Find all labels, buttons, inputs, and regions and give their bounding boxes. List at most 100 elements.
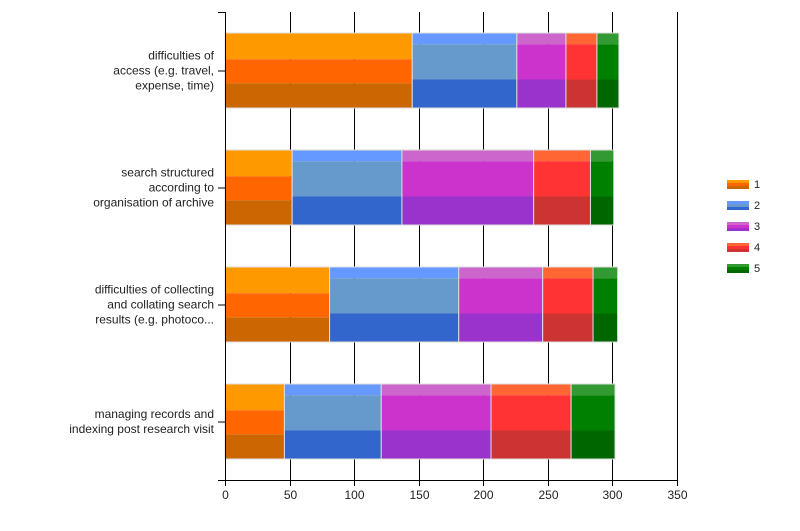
bar-shade bbox=[458, 267, 543, 279]
legend-swatch bbox=[727, 249, 749, 252]
bar-shade bbox=[571, 395, 616, 431]
bar-segment-series-2[interactable] bbox=[283, 383, 382, 460]
x-tick-label: 200 bbox=[473, 488, 493, 502]
legend-item-2[interactable]: 2 bbox=[727, 200, 760, 212]
x-tick-label: 50 bbox=[284, 488, 298, 502]
bar-segment-series-2[interactable] bbox=[291, 149, 403, 226]
legend-swatch bbox=[727, 225, 749, 228]
legend-swatch bbox=[727, 267, 749, 270]
bar-shade bbox=[458, 278, 543, 314]
bar-shade bbox=[381, 395, 492, 431]
bar-shade bbox=[542, 278, 594, 314]
bar-shade bbox=[491, 384, 572, 396]
bar-shade bbox=[292, 196, 402, 225]
bar-shade bbox=[292, 161, 402, 197]
x-tick-label: 100 bbox=[344, 488, 364, 502]
bar-segment-series-4[interactable] bbox=[565, 32, 598, 109]
legend-swatch bbox=[727, 246, 749, 249]
legend-swatch bbox=[727, 243, 749, 246]
bar-shade bbox=[329, 313, 459, 342]
legend-item-3[interactable]: 3 bbox=[727, 221, 760, 233]
bar-shade bbox=[458, 313, 543, 342]
bar-outline bbox=[589, 149, 615, 226]
bar-segment-series-1[interactable] bbox=[224, 32, 413, 109]
bar-shade bbox=[225, 434, 285, 459]
bar-shade bbox=[516, 33, 566, 45]
x-tick-label: 150 bbox=[409, 488, 429, 502]
bar-shade bbox=[542, 267, 594, 279]
bar-outline bbox=[570, 383, 616, 460]
x-tick-label: 350 bbox=[667, 488, 687, 502]
legend-swatch bbox=[727, 186, 749, 189]
x-tick-label: 300 bbox=[602, 488, 622, 502]
bar-shade bbox=[225, 317, 330, 342]
legend-label: 3 bbox=[754, 221, 760, 233]
bar-segment-series-1[interactable] bbox=[224, 149, 293, 226]
bar-segment-series-3[interactable] bbox=[401, 149, 535, 226]
bar-segment-series-3[interactable] bbox=[380, 383, 492, 460]
bar-segment-series-5[interactable] bbox=[570, 383, 616, 460]
legend-item-1[interactable]: 1 bbox=[727, 179, 760, 191]
bar-segment-series-3[interactable] bbox=[458, 266, 544, 343]
legend-swatch bbox=[727, 222, 749, 225]
bar-shade bbox=[571, 384, 616, 396]
bar-shade bbox=[565, 33, 597, 45]
legend-swatch bbox=[727, 228, 749, 231]
legend-label: 1 bbox=[754, 179, 760, 191]
bar-shade bbox=[491, 395, 572, 431]
bar-segment-series-4[interactable] bbox=[490, 383, 572, 460]
bar-segment-series-1[interactable] bbox=[224, 266, 331, 343]
x-tick-label: 0 bbox=[222, 488, 229, 502]
legend-swatch bbox=[727, 207, 749, 210]
bars bbox=[224, 32, 620, 460]
category-label: difficulties of collecting and collating … bbox=[95, 283, 214, 327]
legend-label: 4 bbox=[754, 242, 760, 254]
bar-segment-series-4[interactable] bbox=[542, 266, 594, 343]
legend-swatch bbox=[727, 183, 749, 186]
legend-item-4[interactable]: 4 bbox=[727, 242, 760, 254]
category-label: difficulties of access (e.g. travel, expen… bbox=[113, 49, 214, 93]
bar-shade bbox=[225, 293, 330, 318]
bar-shade bbox=[225, 83, 413, 108]
bar-shade bbox=[284, 384, 382, 396]
bar-segment-series-5[interactable] bbox=[589, 149, 615, 226]
legend: 1 2 3 4 5 bbox=[727, 179, 760, 275]
x-tick-labels: 0 50 100 150 200 250 300 350 bbox=[222, 488, 688, 502]
bar-segment-series-4[interactable] bbox=[533, 149, 591, 226]
legend-swatch bbox=[727, 201, 749, 204]
bar-shade bbox=[593, 267, 618, 279]
bar-shade bbox=[284, 430, 382, 459]
bar-shade bbox=[590, 150, 614, 162]
bar-shade bbox=[593, 278, 618, 314]
bar-shade bbox=[571, 430, 616, 459]
bar-shade bbox=[596, 79, 619, 108]
bar-shade bbox=[381, 430, 492, 459]
bar-shade bbox=[590, 196, 614, 225]
bar-segment-series-2[interactable] bbox=[329, 266, 460, 343]
bar-segment-series-1[interactable] bbox=[224, 383, 285, 460]
x-tick-label: 250 bbox=[538, 488, 558, 502]
bar-shade bbox=[225, 200, 293, 225]
legend-swatch bbox=[727, 264, 749, 267]
bar-shade bbox=[225, 59, 413, 84]
bar-shade bbox=[401, 161, 534, 197]
legend-item-5[interactable]: 5 bbox=[727, 263, 760, 275]
bar-shade bbox=[412, 33, 517, 45]
bar-shade bbox=[412, 44, 517, 80]
bar-shade bbox=[516, 44, 566, 80]
bar-shade bbox=[329, 278, 459, 314]
bar-shade bbox=[329, 267, 459, 279]
bar-shade bbox=[225, 150, 293, 177]
bar-segment-series-3[interactable] bbox=[516, 32, 567, 109]
bar-segment-series-5[interactable] bbox=[596, 32, 620, 109]
bar-shade bbox=[292, 150, 402, 162]
bar-segment-series-5[interactable] bbox=[592, 266, 619, 343]
axes bbox=[218, 12, 678, 486]
bar-shade bbox=[225, 33, 413, 60]
bar-shade bbox=[225, 176, 293, 201]
bar-shade bbox=[225, 410, 285, 435]
category-labels: difficulties of access (e.g. travel, expen… bbox=[69, 49, 214, 437]
bar-segment-series-2[interactable] bbox=[411, 32, 518, 109]
legend-swatch bbox=[727, 270, 749, 273]
bar-shade bbox=[596, 44, 619, 80]
